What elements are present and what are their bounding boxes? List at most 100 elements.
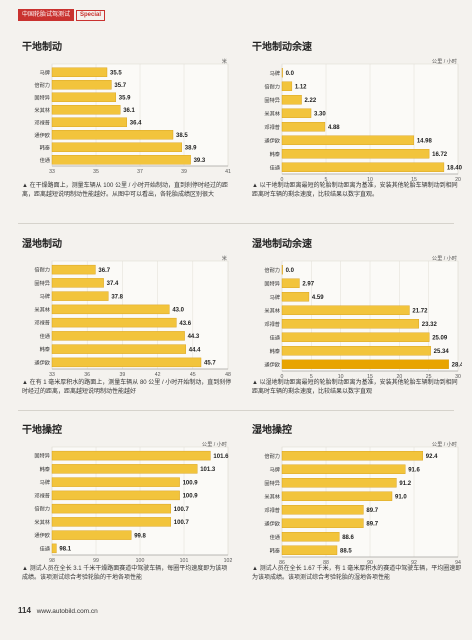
tick-label: 15 — [367, 374, 373, 380]
category-label: 通伊欧 — [34, 531, 50, 539]
data-label: 44.3 — [188, 334, 200, 340]
category-label: 邓禄普 — [34, 118, 50, 126]
tick-label: 99 — [93, 558, 99, 564]
tick-label: 5 — [310, 374, 313, 380]
bar — [51, 117, 128, 127]
category-label: 佳通 — [40, 332, 51, 340]
tick-label: 20 — [396, 374, 402, 380]
panel-title: 干地操控 — [22, 425, 62, 436]
category-label: 马牌 — [40, 292, 50, 300]
category-label: 固特异 — [264, 96, 280, 104]
unit-label: 米 — [222, 57, 228, 65]
data-label: 2.22 — [305, 98, 317, 104]
data-label: 21.72 — [412, 308, 428, 314]
panel-title: 干地制动余速 — [252, 42, 312, 53]
data-label: 4.88 — [328, 125, 340, 131]
category-label: 韩泰 — [40, 345, 51, 353]
category-label: 佳通 — [40, 544, 51, 552]
data-label: 100.7 — [174, 507, 190, 513]
data-label: 43.6 — [179, 321, 191, 327]
data-label: 100.9 — [183, 480, 199, 486]
data-label: 38.5 — [176, 133, 188, 139]
category-label: 通伊欧 — [264, 360, 280, 368]
unit-label: 米 — [222, 254, 228, 262]
category-label: 米其林 — [34, 106, 50, 114]
bar — [51, 291, 109, 301]
bar — [51, 517, 172, 527]
tick-label: 90 — [367, 560, 373, 566]
bar — [281, 305, 410, 315]
tick-label: 39 — [181, 169, 187, 175]
tick-label: 98 — [49, 558, 55, 564]
category-label: 马牌 — [270, 465, 280, 473]
data-label: 101.6 — [213, 454, 229, 460]
tick-label: 36 — [84, 372, 90, 378]
bar — [51, 530, 132, 540]
unit-label: 公里 / 小时 — [202, 440, 227, 448]
data-label: 100.7 — [174, 520, 190, 526]
data-label: 43.0 — [172, 308, 184, 314]
data-label: 25.09 — [432, 335, 448, 341]
category-label: 固特异 — [264, 479, 280, 487]
data-label: 38.9 — [185, 145, 197, 151]
tick-label: 30 — [455, 374, 461, 380]
bar — [51, 490, 180, 501]
page-footer: 114 www.autobild.com.cn — [18, 606, 98, 615]
tick-label: 88 — [323, 560, 329, 566]
bar — [281, 491, 393, 501]
tick-label: 0 — [281, 177, 284, 183]
unit-label: 公里 / 小时 — [432, 57, 457, 65]
tick-label: 41 — [225, 169, 231, 175]
bar — [51, 331, 185, 341]
tick-label: 33 — [49, 169, 55, 175]
data-label: 92.4 — [426, 454, 438, 460]
data-label: 100.9 — [183, 494, 199, 500]
data-label: 101.3 — [200, 467, 216, 473]
tick-label: 48 — [225, 372, 231, 378]
panel-title: 湿地操控 — [252, 425, 292, 436]
category-label: 通伊欧 — [34, 131, 50, 139]
tick-label: 5 — [325, 177, 328, 183]
section-header: 中国轮胎试驾测试 Special — [18, 9, 106, 21]
bar — [51, 142, 183, 152]
bar — [51, 92, 116, 102]
bar — [281, 464, 406, 474]
data-label: 28.41 — [452, 362, 462, 368]
category-label: 韩泰 — [270, 347, 281, 355]
category-label: 固特异 — [34, 279, 50, 287]
category-label: 通伊欧 — [264, 519, 280, 527]
category-label: 米其林 — [264, 492, 280, 500]
category-label: 米其林 — [34, 518, 50, 526]
panel-caption: ▲ 以湿地制动距离最短的轮胎制动距离为基准，安装其他轮胎车辆制动到相同距离时车辆… — [252, 380, 458, 395]
bar — [51, 304, 170, 315]
data-label: 91.0 — [395, 494, 407, 500]
bar — [281, 135, 415, 145]
site-url: www.autobild.com.cn — [36, 608, 98, 615]
category-label: 马牌 — [40, 68, 50, 76]
data-label: 37.4 — [107, 281, 119, 287]
data-label: 45.7 — [204, 361, 216, 367]
bar — [51, 130, 174, 140]
data-label: 37.8 — [111, 294, 123, 300]
panel-caption: ▲ 在有 1 毫米厚积水的路面上，测量车辆从 80 公里 / 小时开始制动，直到… — [22, 380, 232, 395]
unit-label: 公里 / 小时 — [432, 440, 457, 448]
category-label: 倍耐力 — [264, 452, 280, 460]
panel-dry-braking-speed: 干地制动余速 公里 / 小时 马牌 0.0 倍耐力 1.12 固特异 2.22 米其林 3.30… — [252, 38, 462, 218]
bar — [51, 464, 198, 474]
data-label: 89.7 — [366, 508, 378, 514]
tick-label: 102 — [224, 558, 232, 564]
bar — [281, 108, 312, 118]
data-label: 14.98 — [417, 138, 433, 144]
bar — [51, 264, 96, 275]
category-label: 倍耐力 — [264, 266, 280, 274]
bar — [51, 105, 121, 115]
data-label: 25.34 — [434, 349, 450, 355]
panel-dry-braking: 干地制动 米马牌 35.5 倍耐力 35.7 固特异 35.9 米其林 36.1 邓禄普 36.4… — [22, 38, 232, 218]
bar — [51, 503, 172, 514]
bar — [281, 95, 302, 105]
data-label: 0.0 — [286, 268, 295, 274]
data-label: 2.97 — [302, 281, 314, 287]
tick-label: 45 — [190, 372, 196, 378]
